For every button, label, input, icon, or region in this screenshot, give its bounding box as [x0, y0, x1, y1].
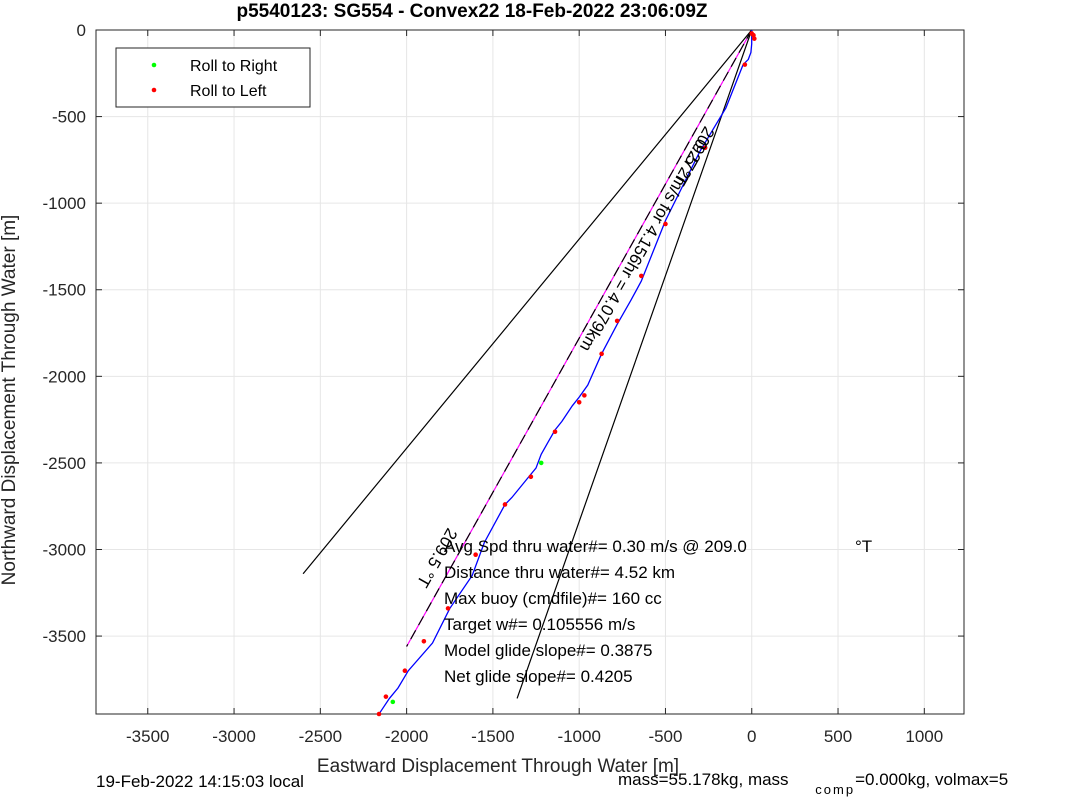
footer-mass-suffix: =0.000kg, volmax=5 [855, 770, 1009, 789]
stats-block: Avg Spd thru water#= 0.30 m/s @ 209.0 Dis… [444, 537, 747, 686]
x-tick-label: -3000 [212, 727, 255, 746]
stats-line: Net glide slope#= 0.4205 [444, 667, 633, 686]
x-axis-ticks: -3500 -3000 -2500 -2000 -1500 -1000 -500 0 500 10… [126, 30, 943, 746]
roll-points-layer [376, 31, 757, 717]
roll-left-point [502, 502, 508, 507]
reference-line [302, 29, 753, 575]
x-tick-label: -3500 [126, 727, 169, 746]
grid-lines [96, 29, 964, 714]
roll-left-point [402, 668, 408, 674]
x-tick-label: 1000 [905, 727, 943, 746]
x-tick-label: -1500 [471, 727, 514, 746]
track-layer [378, 30, 753, 715]
legend-label-roll-right: Roll to Right [190, 58, 278, 75]
glider-track-line [378, 30, 753, 715]
reference-lines [302, 29, 753, 699]
x-tick-label: 0 [747, 727, 756, 746]
footer-mass-sub: comp [815, 782, 856, 797]
stats-line: Distance thru water#= 4.52 km [444, 563, 675, 582]
y-tick-label: -500 [52, 108, 86, 127]
y-tick-label: -3000 [43, 540, 86, 559]
roll-left-point [702, 145, 708, 151]
x-tick-label: -2500 [299, 727, 342, 746]
x-axis-label: Eastward Displacement Through Water [m] [317, 756, 679, 777]
roll-left-point [663, 221, 668, 227]
roll-left-point [752, 36, 757, 41]
roll-left-point [383, 694, 389, 699]
footer-mass-info: mass=55.178kg, mass comp=0.000kg, volmax… [618, 770, 1009, 797]
chart-title: p5540123: SG554 - Convex22 18-Feb-2022 2… [236, 1, 707, 22]
stats-unit-label: °T [855, 537, 872, 556]
roll-left-point [582, 393, 587, 398]
x-tick-label: -500 [648, 727, 682, 746]
roll-right-point [390, 699, 396, 705]
legend-marker-roll-right [151, 62, 157, 68]
y-tick-label: -2500 [43, 454, 86, 473]
y-axis-ticks: 0 -500 -1000 -1500 -2000 -2500 -3000 -3500 [43, 21, 964, 646]
stats-line: Avg Spd thru water#= 0.30 m/s @ 209.0 [444, 537, 747, 556]
roll-left-point [599, 351, 604, 357]
roll-left-point [528, 474, 534, 480]
y-tick-label: -1000 [43, 194, 86, 213]
footer-mass-prefix: mass=55.178kg, mass [618, 770, 789, 789]
x-tick-label: -2000 [385, 727, 428, 746]
legend: Roll to Right Roll to Left [115, 47, 311, 108]
footer-local-time: 19-Feb-2022 14:15:03 local [96, 772, 304, 791]
legend-marker-roll-left [151, 87, 157, 93]
roll-left-point [376, 711, 382, 717]
y-tick-label: -3500 [43, 627, 86, 646]
roll-left-point [576, 400, 582, 405]
y-tick-label: -1500 [43, 281, 86, 300]
roll-right-point [538, 460, 544, 466]
x-tick-label: -1000 [557, 727, 600, 746]
annotation-label: 0.272m/s for 4.156hr = 4.079km [576, 135, 711, 355]
roll-left-point [639, 273, 644, 279]
stats-line: Model glide slope#= 0.3875 [444, 641, 652, 660]
y-tick-label: -2000 [43, 367, 86, 386]
roll-left-point [614, 318, 620, 324]
y-tick-label: 0 [77, 21, 86, 40]
roll-left-point [421, 638, 427, 644]
roll-left-point [473, 552, 478, 557]
roll-left-point [742, 62, 748, 67]
legend-box [115, 47, 311, 108]
plot-area-frame [95, 29, 965, 715]
roll-left-point [552, 429, 558, 435]
legend-label-roll-left: Roll to Left [190, 83, 267, 100]
stats-line: Max buoy (cmdfile)#= 160 cc [444, 589, 662, 608]
x-tick-label: 500 [824, 727, 852, 746]
roll-left-point [445, 606, 451, 611]
reference-line-dashed [406, 29, 753, 647]
line-annotations: 209.5 °T0.272m/s for 4.156hr = 4.079km20… [413, 123, 718, 590]
stats-line: Target w#= 0.105556 m/s [444, 615, 635, 634]
roll-left-point [751, 32, 756, 38]
reference-line [516, 29, 753, 699]
y-axis-label: Northward Displacement Through Water [m] [0, 215, 20, 586]
